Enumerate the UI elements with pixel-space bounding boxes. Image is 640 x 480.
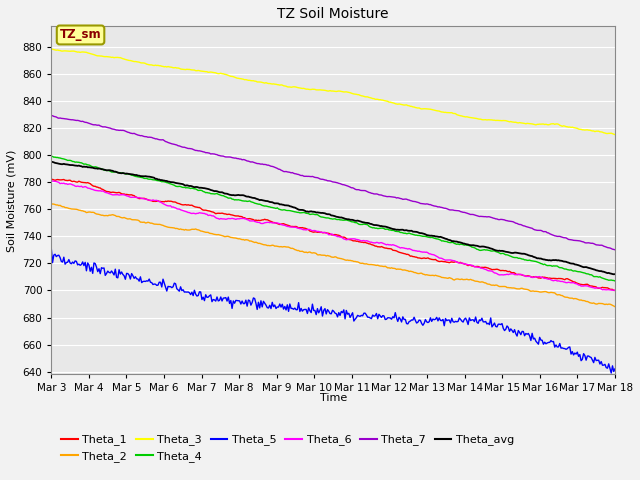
- Theta_1: [47, 177, 55, 182]
- Theta_7: [611, 247, 619, 252]
- Title: TZ Soil Moisture: TZ Soil Moisture: [277, 7, 389, 21]
- Theta_7: [141, 134, 149, 140]
- Theta_6: [47, 178, 55, 183]
- X-axis label: Time: Time: [319, 394, 347, 403]
- Theta_4: [456, 241, 463, 247]
- Theta_5: [602, 365, 610, 371]
- Theta_1: [588, 283, 595, 289]
- Theta_2: [456, 276, 463, 282]
- Theta_5: [607, 370, 615, 376]
- Line: Theta_6: Theta_6: [51, 180, 615, 290]
- Theta_6: [365, 239, 372, 244]
- Theta_5: [365, 314, 372, 320]
- Theta_3: [49, 47, 56, 52]
- Theta_2: [602, 301, 610, 307]
- Theta_3: [604, 131, 611, 136]
- Theta_3: [611, 132, 619, 138]
- Theta_5: [611, 366, 619, 372]
- Theta_4: [602, 276, 610, 282]
- Text: TZ_sm: TZ_sm: [60, 28, 101, 41]
- Theta_2: [110, 212, 118, 218]
- Theta_6: [602, 287, 610, 293]
- Theta_3: [457, 113, 465, 119]
- Theta_6: [588, 284, 595, 290]
- Theta_2: [365, 262, 372, 267]
- Theta_7: [602, 244, 610, 250]
- Line: Theta_7: Theta_7: [51, 116, 615, 250]
- Theta_1: [110, 190, 118, 195]
- Theta_7: [588, 240, 595, 246]
- Line: Theta_1: Theta_1: [51, 180, 615, 290]
- Theta_4: [365, 223, 372, 229]
- Theta_2: [47, 201, 55, 206]
- Theta_3: [143, 61, 150, 67]
- Theta_6: [141, 196, 149, 202]
- Line: Theta_avg: Theta_avg: [51, 162, 615, 274]
- Theta_avg: [110, 169, 118, 175]
- Theta_7: [456, 208, 463, 214]
- Line: Theta_4: Theta_4: [51, 156, 615, 281]
- Theta_3: [47, 47, 55, 52]
- Theta_1: [365, 241, 372, 247]
- Theta_2: [141, 220, 149, 226]
- Theta_1: [456, 260, 463, 265]
- Theta_5: [588, 355, 595, 360]
- Theta_5: [110, 272, 118, 278]
- Theta_avg: [588, 266, 595, 272]
- Theta_avg: [47, 159, 55, 165]
- Theta_3: [366, 95, 374, 101]
- Theta_3: [589, 128, 596, 134]
- Theta_avg: [456, 240, 463, 245]
- Theta_avg: [365, 220, 372, 226]
- Theta_4: [611, 278, 619, 284]
- Theta_4: [110, 169, 118, 175]
- Theta_2: [611, 304, 619, 310]
- Theta_4: [47, 154, 55, 159]
- Theta_avg: [141, 173, 149, 179]
- Theta_6: [456, 260, 463, 266]
- Line: Theta_3: Theta_3: [51, 49, 615, 135]
- Theta_1: [611, 288, 619, 293]
- Theta_7: [47, 113, 55, 119]
- Theta_5: [141, 278, 149, 284]
- Theta_5: [456, 315, 463, 321]
- Theta_2: [588, 300, 595, 306]
- Theta_avg: [611, 271, 619, 277]
- Line: Theta_2: Theta_2: [51, 204, 615, 307]
- Theta_7: [110, 126, 118, 132]
- Theta_1: [141, 196, 149, 202]
- Theta_6: [110, 192, 118, 198]
- Theta_6: [611, 288, 619, 293]
- Theta_avg: [610, 271, 618, 277]
- Theta_3: [111, 55, 119, 60]
- Line: Theta_5: Theta_5: [51, 248, 615, 373]
- Theta_4: [141, 176, 149, 181]
- Theta_5: [47, 245, 55, 251]
- Theta_avg: [602, 270, 610, 276]
- Legend: Theta_1, Theta_2, Theta_3, Theta_4, Theta_5, Theta_6, Theta_7, Theta_avg: Theta_1, Theta_2, Theta_3, Theta_4, Thet…: [57, 430, 518, 466]
- Theta_4: [588, 272, 595, 277]
- Theta_1: [602, 285, 610, 291]
- Y-axis label: Soil Moisture (mV): Soil Moisture (mV): [7, 149, 17, 252]
- Theta_7: [365, 190, 372, 195]
